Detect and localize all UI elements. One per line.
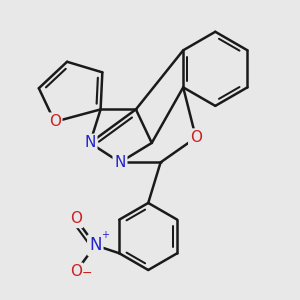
Text: O: O bbox=[49, 114, 61, 129]
Text: −: − bbox=[81, 267, 92, 280]
Text: N: N bbox=[89, 236, 101, 254]
Text: O: O bbox=[190, 130, 202, 145]
Text: N: N bbox=[84, 135, 96, 150]
Text: +: + bbox=[101, 230, 109, 240]
Text: O: O bbox=[70, 211, 82, 226]
Text: N: N bbox=[114, 155, 126, 170]
Text: O: O bbox=[70, 264, 82, 279]
